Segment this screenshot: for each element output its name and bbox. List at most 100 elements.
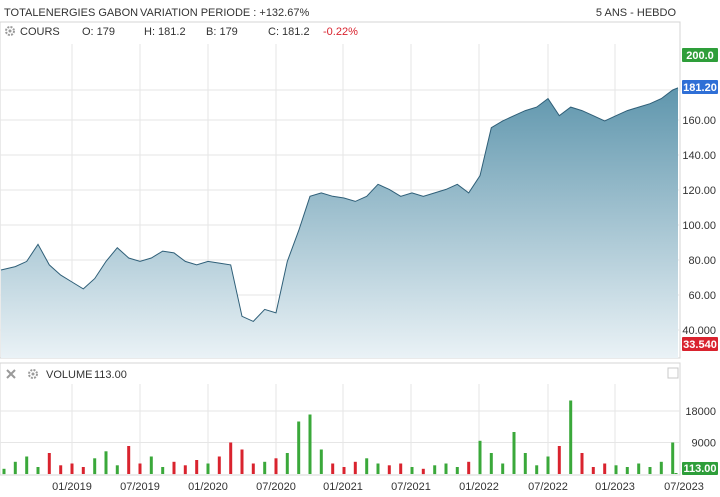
volume-bar xyxy=(285,453,289,474)
volume-bar xyxy=(217,456,221,474)
volume-bar xyxy=(59,465,63,475)
x-axis: 01/2019 07/2019 01/2020 07/2020 01/2021 07/20… xyxy=(52,481,704,493)
volume-bar xyxy=(637,463,641,474)
volume-panel[interactable] xyxy=(0,362,681,476)
price-y-tick: 80.00 xyxy=(688,255,716,267)
x-tick: 01/2021 xyxy=(323,481,363,493)
volume-bar xyxy=(569,400,573,474)
x-tick: 07/2020 xyxy=(256,481,296,493)
price-y-tick: 60.00 xyxy=(688,290,716,302)
maximize-checkbox[interactable] xyxy=(667,367,679,379)
header-variation: VARIATION PERIODE : +132.67% xyxy=(140,7,309,19)
volume-bar xyxy=(455,467,459,474)
badge-last: 181.20 xyxy=(682,80,718,94)
volume-bar xyxy=(365,458,369,475)
volume-bar xyxy=(297,421,301,474)
volume-bar xyxy=(149,456,153,474)
volume-bar xyxy=(512,432,516,474)
price-line xyxy=(0,87,679,323)
volume-bar xyxy=(376,463,380,474)
price-open: O: 179 xyxy=(82,26,115,38)
volume-bar xyxy=(47,453,51,474)
volume-bar xyxy=(387,465,391,475)
volume-bar xyxy=(13,461,17,475)
x-tick: 01/2023 xyxy=(595,481,635,493)
volume-bar xyxy=(671,442,675,474)
volume-label: VOLUME xyxy=(46,369,92,381)
gear-icon[interactable] xyxy=(5,26,15,36)
price-change: -0.22% xyxy=(323,26,358,38)
badge-high-text: 200.0 xyxy=(686,50,714,62)
volume-bar xyxy=(229,442,233,474)
badge-high: 200.0 xyxy=(682,48,718,62)
price-y-tick: 40.000 xyxy=(682,325,716,337)
volume-bar xyxy=(625,467,629,474)
volume-y-tick: 18000 xyxy=(685,406,716,418)
volume-bar xyxy=(648,467,652,474)
price-area xyxy=(1,87,678,359)
volume-bar xyxy=(172,461,176,475)
volume-bar xyxy=(240,449,244,474)
price-low: B: 179 xyxy=(206,26,238,38)
volume-value: 113.00 xyxy=(94,369,127,381)
volume-bar xyxy=(25,456,29,474)
volume-bar xyxy=(127,446,131,474)
volume-bar xyxy=(399,463,403,474)
volume-y-axis: 18000 9000 xyxy=(685,406,716,450)
volume-bar xyxy=(308,414,312,474)
volume-bar xyxy=(433,465,437,475)
x-tick: 07/2019 xyxy=(120,481,160,493)
volume-bar xyxy=(659,461,663,475)
volume-bar xyxy=(467,461,471,475)
volume-bar xyxy=(104,451,108,475)
price-y-tick: 100.00 xyxy=(682,220,716,232)
close-icon[interactable] xyxy=(6,369,16,379)
volume-bar xyxy=(444,463,448,474)
price-high: H: 181.2 xyxy=(144,26,186,38)
volume-bar xyxy=(501,463,505,474)
volume-bar xyxy=(319,449,323,474)
volume-bar xyxy=(138,463,142,474)
x-tick: 01/2020 xyxy=(188,481,228,493)
volume-bar xyxy=(263,461,267,475)
volume-bar xyxy=(546,456,550,474)
volume-bar xyxy=(81,467,85,474)
volume-badge: 113.00 xyxy=(682,462,718,475)
price-y-tick: 140.00 xyxy=(682,150,716,162)
volume-badge-text: 113.00 xyxy=(683,463,716,475)
volume-bar xyxy=(342,467,346,474)
volume-bar xyxy=(580,453,584,474)
volume-bar xyxy=(161,467,165,474)
header-period: 5 ANS - HEBDO xyxy=(596,7,677,19)
price-close: C: 181.2 xyxy=(268,26,310,38)
volume-bar xyxy=(478,440,482,475)
badge-low: 33.540 xyxy=(682,337,718,351)
volume-bar xyxy=(70,463,74,474)
volume-bar xyxy=(410,467,414,474)
volume-bar xyxy=(195,460,199,474)
volume-bar xyxy=(535,465,539,475)
price-label: COURS xyxy=(20,26,60,38)
badge-low-text: 33.540 xyxy=(683,339,717,351)
x-tick: 01/2022 xyxy=(459,481,499,493)
x-tick: 01/2019 xyxy=(52,481,92,493)
x-tick: 07/2023 xyxy=(664,481,704,493)
volume-bar xyxy=(251,463,255,474)
gear-icon[interactable] xyxy=(28,369,38,379)
volume-bar xyxy=(489,453,493,474)
volume-bar xyxy=(353,461,357,475)
volume-bar xyxy=(523,453,527,474)
volume-bar xyxy=(36,467,40,474)
volume-bar xyxy=(557,446,561,474)
header-title: TOTALENERGIES GABON xyxy=(4,7,138,19)
badge-last-text: 181.20 xyxy=(683,82,717,94)
price-y-tick: 160.00 xyxy=(682,115,716,127)
volume-bar xyxy=(614,465,618,475)
price-y-tick: 120.00 xyxy=(682,185,716,197)
volume-bar xyxy=(183,465,187,475)
volume-bar xyxy=(274,458,278,475)
volume-bar xyxy=(603,463,607,474)
volume-bar xyxy=(115,465,119,475)
volume-bar xyxy=(93,458,97,475)
